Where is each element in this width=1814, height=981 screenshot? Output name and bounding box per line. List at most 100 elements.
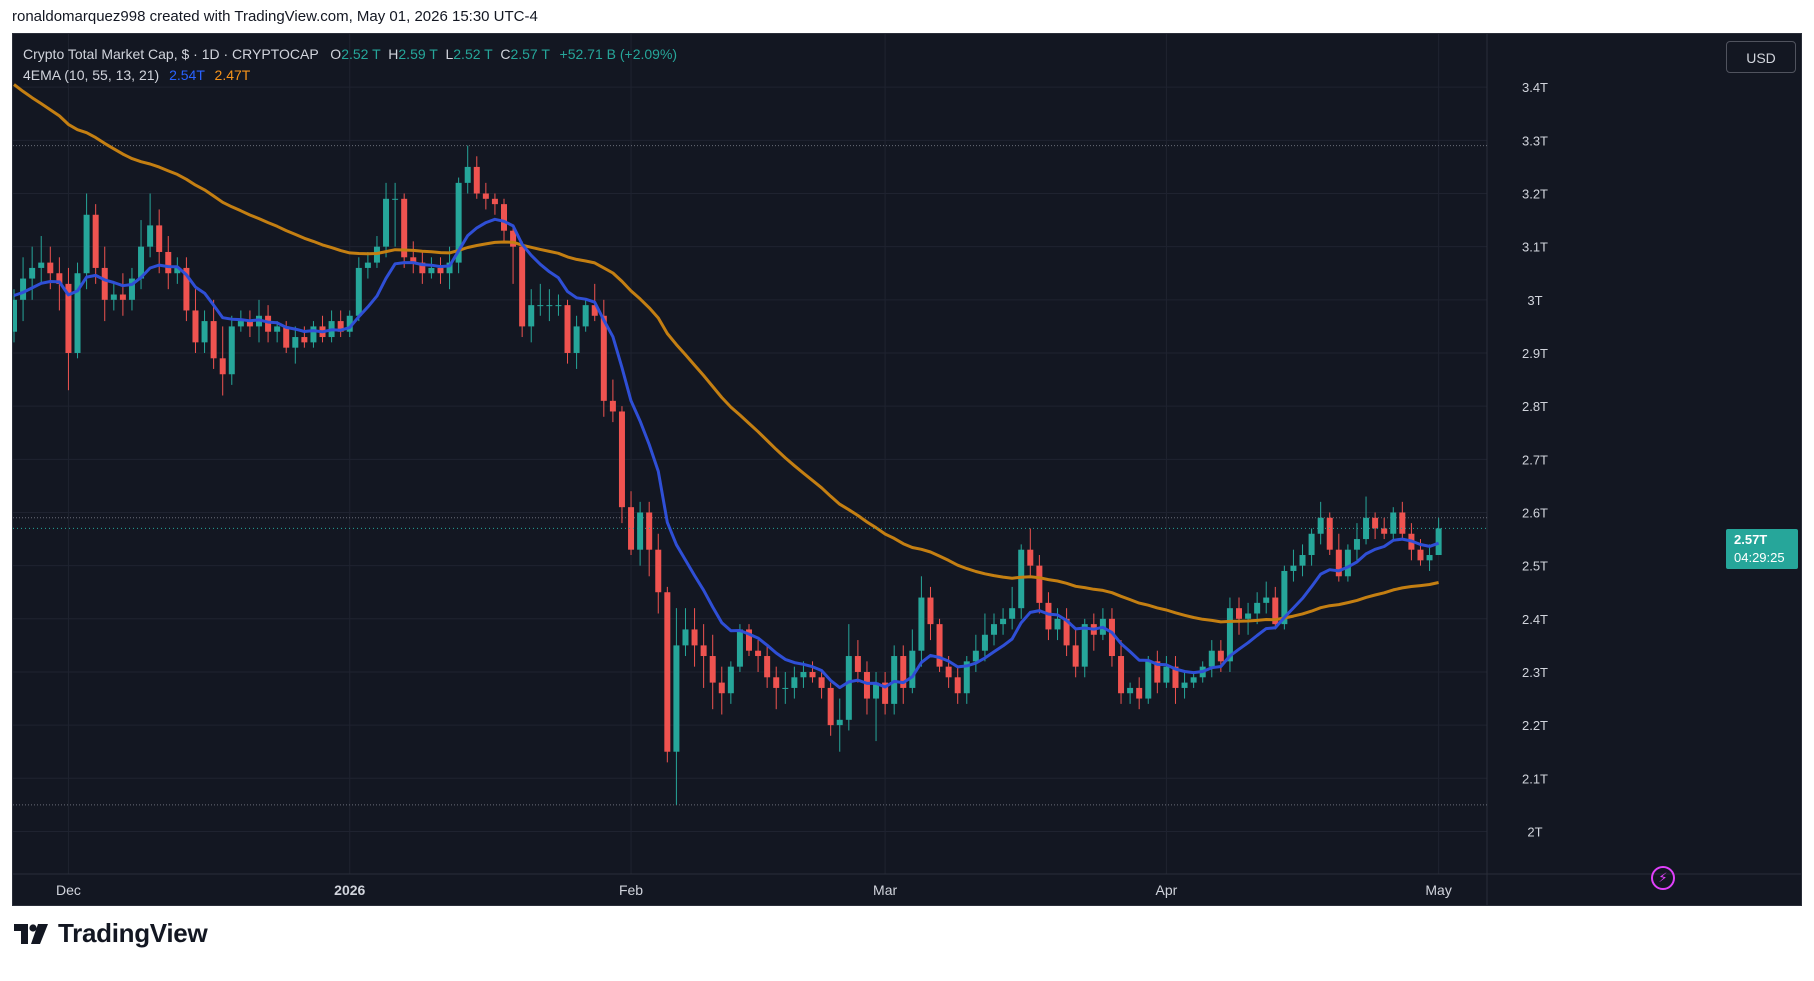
- candle-up: [537, 305, 544, 307]
- chart-background: [13, 34, 1801, 905]
- y-tick-label: 3T: [1527, 293, 1542, 308]
- symbol-title[interactable]: Crypto Total Market Cap, $ · 1D · CRYPTO…: [23, 46, 319, 62]
- candle-up: [310, 326, 317, 343]
- candle-up: [637, 512, 644, 550]
- chart-legend[interactable]: Crypto Total Market Cap, $ · 1D · CRYPTO…: [23, 44, 677, 86]
- high-value: 2.59 T: [398, 46, 438, 62]
- candle-down: [192, 310, 199, 343]
- candle-up: [228, 326, 235, 375]
- candle-down: [709, 656, 716, 683]
- candle-up: [1226, 608, 1233, 662]
- open-label: O: [330, 46, 342, 62]
- currency-button[interactable]: USD: [1726, 41, 1796, 73]
- candle-up: [1145, 661, 1152, 699]
- candle-down: [337, 321, 344, 332]
- candle-down: [183, 267, 190, 311]
- candle-up: [455, 182, 462, 263]
- candle-down: [882, 682, 889, 704]
- candle-down: [1399, 512, 1406, 534]
- candle-down: [410, 257, 417, 263]
- candle-down: [1326, 517, 1333, 550]
- candle-up: [1208, 650, 1215, 667]
- candle-down: [1335, 549, 1342, 577]
- candle-up: [13, 299, 17, 332]
- candle-down: [854, 656, 861, 672]
- x-tick-label: Feb: [619, 882, 643, 898]
- candle-up: [845, 656, 852, 720]
- candle-up: [20, 278, 27, 300]
- candle-down: [900, 656, 907, 688]
- y-tick-label: 2.7T: [1522, 452, 1548, 467]
- candle-up: [147, 225, 154, 247]
- candle-up: [292, 337, 299, 348]
- low-value: 2.52 T: [453, 46, 493, 62]
- y-tick-label: 2.6T: [1522, 505, 1548, 520]
- x-tick-label: Dec: [56, 882, 81, 898]
- chart-credit: ronaldomarquez998 created with TradingVi…: [12, 8, 538, 25]
- candle-up: [83, 214, 90, 274]
- candle-down: [119, 294, 126, 300]
- candle-down: [646, 512, 653, 550]
- y-tick-label: 2.9T: [1522, 346, 1548, 361]
- candle-up: [1263, 597, 1270, 603]
- candle-up: [174, 267, 181, 274]
- candle-down: [1381, 528, 1388, 534]
- candle-down: [1217, 650, 1224, 662]
- candle-down: [764, 656, 771, 678]
- chart-panel[interactable]: 2T 2.1T 2.2T 2.3T 2.4T 2.5T 2.6T 2.7T 2.8T 2.9T 3T…: [12, 33, 1802, 906]
- last-price-value: 2.57T: [1734, 532, 1768, 547]
- candle-down: [1236, 608, 1242, 619]
- open-value: 2.52 T: [341, 46, 381, 62]
- candle-up: [446, 262, 453, 274]
- candle-up: [873, 682, 880, 699]
- high-label: H: [388, 46, 399, 62]
- candle-down: [954, 677, 961, 694]
- candle-down: [1136, 687, 1143, 699]
- ohlc-legend-row: Crypto Total Market Cap, $ · 1D · CRYPTO…: [23, 44, 677, 65]
- y-tick-label: 2.2T: [1522, 718, 1548, 733]
- candle-down: [1027, 549, 1034, 566]
- indicator-legend-row: 4EMA (10, 55, 13, 21) 2.54T 2.47T: [23, 65, 677, 86]
- candle-up: [972, 650, 979, 662]
- candle-up: [138, 246, 145, 279]
- candle-down: [1272, 597, 1279, 625]
- candle-down: [564, 305, 571, 353]
- candle-up: [346, 315, 353, 332]
- close-value: 2.57 T: [510, 46, 550, 62]
- x-tick-label: May: [1425, 882, 1451, 898]
- candle-up: [528, 305, 535, 327]
- candle-up: [836, 719, 843, 726]
- candle-down: [65, 283, 72, 353]
- candle-down: [809, 671, 816, 678]
- indicator-name[interactable]: 4EMA (10, 55, 13, 21): [23, 67, 160, 83]
- candle-down: [1072, 645, 1079, 667]
- lightning-icon[interactable]: ⚡: [1651, 866, 1675, 890]
- candle-down: [945, 666, 952, 678]
- candle-up: [1245, 613, 1252, 619]
- candle-down: [1045, 602, 1052, 630]
- candle-down: [165, 251, 172, 274]
- ema-fast-value: 2.54T: [169, 67, 205, 83]
- candle-up: [1290, 565, 1297, 571]
- candle-down: [501, 204, 507, 231]
- candle-down: [1417, 549, 1424, 561]
- candle-down: [510, 230, 517, 247]
- y-tick-label: 3.3T: [1522, 133, 1548, 148]
- tradingview-brand[interactable]: TradingView: [14, 918, 208, 949]
- price-chart[interactable]: 2T 2.1T 2.2T 2.3T 2.4T 2.5T 2.6T 2.7T 2.8T 2.9T 3T…: [13, 34, 1801, 905]
- candle-up: [1308, 533, 1315, 556]
- candle-up: [1363, 517, 1370, 540]
- candle-up: [1254, 602, 1261, 614]
- candle-down: [491, 198, 498, 205]
- candle-up: [110, 294, 117, 300]
- candle-up: [128, 278, 135, 300]
- candle-down: [755, 650, 762, 657]
- candle-down: [1108, 618, 1115, 657]
- brand-name: TradingView: [58, 918, 208, 948]
- candle-up: [428, 267, 435, 274]
- close-label: C: [500, 46, 511, 62]
- candle-up: [1344, 549, 1351, 577]
- candle-down: [746, 629, 752, 651]
- candle-down: [482, 193, 489, 199]
- x-tick-label: 2026: [334, 882, 365, 898]
